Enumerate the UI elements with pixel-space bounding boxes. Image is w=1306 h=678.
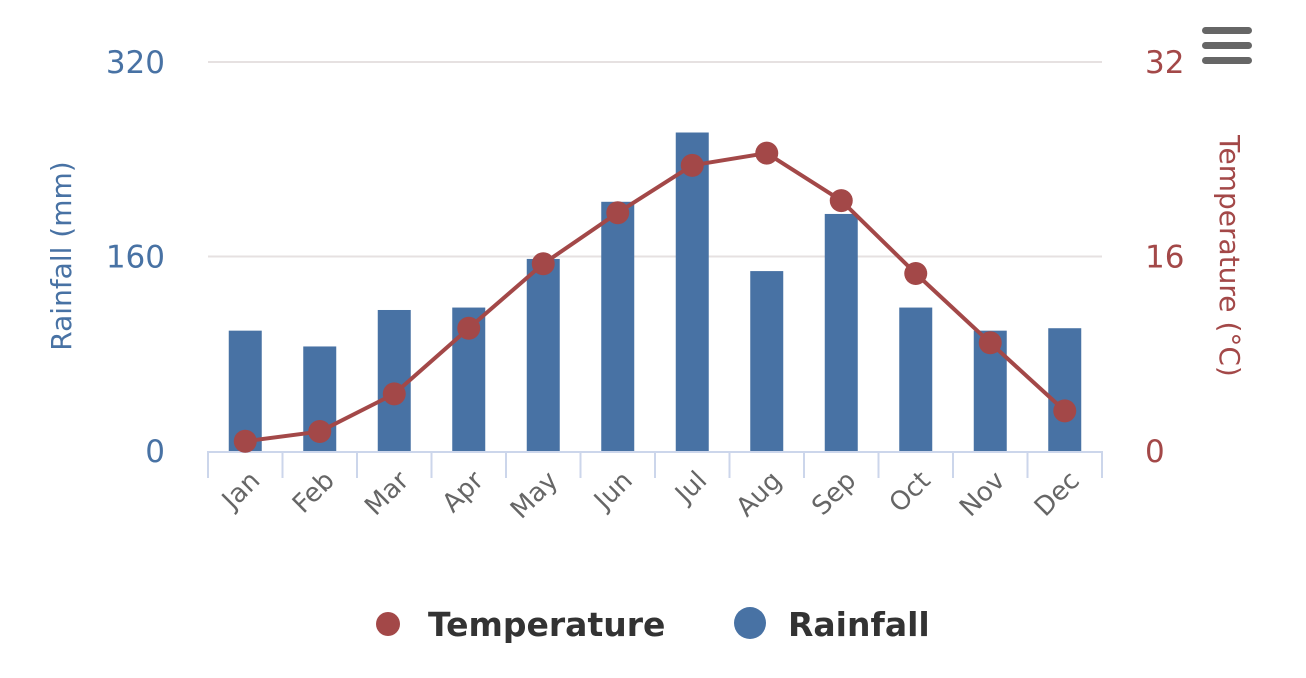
y-axis-right-title: Temperature (°C) (1213, 134, 1246, 377)
x-tick-label: Nov (954, 466, 1011, 523)
x-tick-label: Sep (806, 466, 862, 522)
x-tick-label: May (505, 466, 564, 525)
point-temperature-jul[interactable] (680, 153, 704, 177)
point-temperature-oct[interactable] (904, 262, 928, 286)
bar-rainfall-sep[interactable] (824, 213, 858, 451)
point-temperature-nov[interactable] (978, 331, 1002, 355)
x-tick-label: Dec (1029, 466, 1086, 523)
x-tick-label: Feb (287, 466, 341, 520)
bar-rainfall-jun[interactable] (601, 201, 635, 451)
x-tick-label: Aug (731, 466, 788, 523)
x-axis: Jan Feb Mar Apr May Jun Jul Aug Sep Oct Nov Dec (207, 451, 1103, 525)
x-tick-label: Oct (884, 466, 937, 519)
bar-rainfall-oct[interactable] (899, 307, 933, 451)
y-left-tick-label: 0 (145, 434, 165, 470)
x-tick-label: Jan (215, 466, 266, 517)
bar-rainfall-aug[interactable] (750, 271, 784, 451)
rainfall-bars (228, 132, 1082, 451)
point-temperature-mar[interactable] (382, 382, 406, 406)
bar-rainfall-mar[interactable] (377, 309, 411, 451)
legend-label-rainfall: Rainfall (788, 605, 930, 644)
x-tick-label: Mar (359, 466, 415, 522)
temperature-line (244, 151, 1067, 444)
y-right-tick-label: 0 (1145, 434, 1165, 470)
y-left-tick-label: 320 (106, 45, 165, 81)
legend-marker-temperature (376, 612, 400, 636)
point-temperature-jun[interactable] (606, 201, 630, 225)
y-axis-right: 0 16 32 (1145, 45, 1184, 470)
legend: Temperature Rainfall (376, 605, 930, 644)
x-tick-label: Jul (668, 466, 713, 511)
point-temperature-sep[interactable] (829, 189, 853, 213)
bar-rainfall-jul[interactable] (675, 132, 709, 451)
y-axis-left: 0 160 320 (106, 45, 165, 470)
legend-item-rainfall[interactable]: Rainfall (734, 605, 930, 644)
y-axis-left-title: Rainfall (mm) (45, 161, 78, 350)
y-left-tick-label: 160 (106, 240, 165, 276)
x-tick-label: Jun (587, 466, 638, 517)
bar-rainfall-dec[interactable] (1048, 328, 1082, 451)
y-right-tick-label: 32 (1145, 45, 1184, 81)
gridlines (208, 61, 1102, 258)
point-temperature-aug[interactable] (755, 141, 779, 165)
point-temperature-may[interactable] (531, 252, 555, 276)
point-temperature-feb[interactable] (308, 420, 332, 444)
legend-marker-rainfall (734, 607, 766, 639)
point-temperature-dec[interactable] (1053, 399, 1077, 423)
x-tick-label: Apr (437, 466, 490, 519)
hamburger-menu-icon (1202, 27, 1252, 64)
point-temperature-jan[interactable] (233, 429, 257, 453)
point-temperature-apr[interactable] (457, 316, 481, 340)
y-right-tick-label: 16 (1145, 240, 1184, 276)
hamburger-menu-button[interactable] (1192, 20, 1262, 70)
bar-rainfall-may[interactable] (526, 258, 560, 451)
temperature-line-series (233, 141, 1077, 453)
legend-label-temperature: Temperature (428, 605, 665, 644)
legend-item-temperature[interactable]: Temperature (376, 605, 665, 644)
